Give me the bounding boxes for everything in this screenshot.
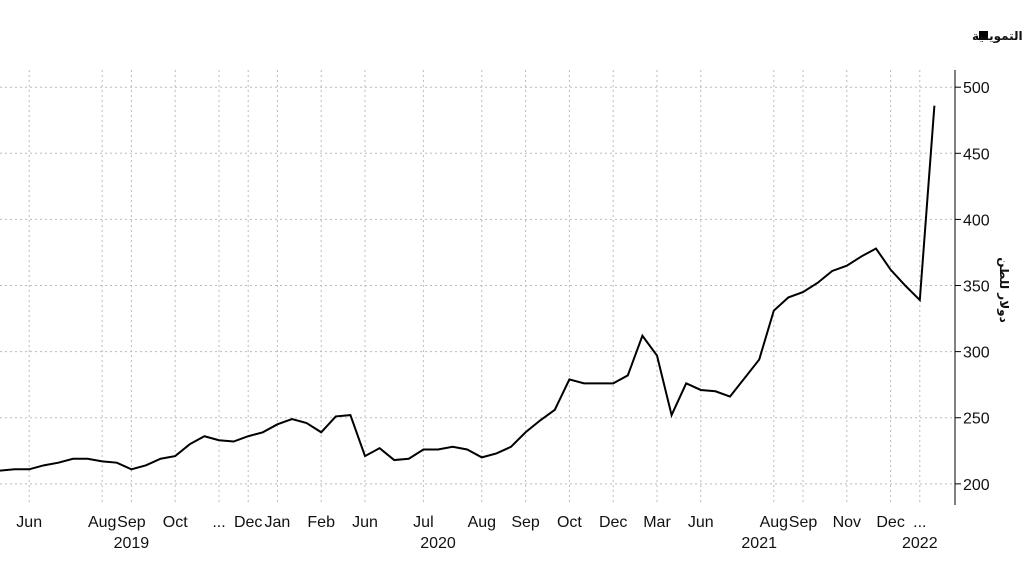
x-tick-label: Jun xyxy=(688,514,714,531)
x-tick-label: Oct xyxy=(557,514,582,531)
x-tick-label: Jun xyxy=(352,514,378,531)
x-tick-label: ... xyxy=(913,514,926,531)
x-tick-label: Nov xyxy=(833,514,861,531)
x-tick-label: Mar xyxy=(643,514,671,531)
x-year-label: 2021 xyxy=(741,535,777,552)
y-tick-label: 300 xyxy=(963,345,990,362)
x-tick-label: Feb xyxy=(307,514,335,531)
x-tick-label: Jan xyxy=(265,514,291,531)
x-tick-label: Aug xyxy=(468,514,496,531)
x-tick-label: Sep xyxy=(789,514,818,531)
x-tick-label: ... xyxy=(212,514,225,531)
x-tick-label: Jul xyxy=(413,514,433,531)
x-tick-label: Sep xyxy=(511,514,540,531)
y-tick-label: 200 xyxy=(963,477,990,494)
y-tick-label: 250 xyxy=(963,411,990,428)
y-tick-label: 450 xyxy=(963,146,990,163)
legend-swatch xyxy=(979,31,988,40)
x-year-label: 2019 xyxy=(114,535,150,552)
x-tick-label: Dec xyxy=(234,514,262,531)
x-year-label: 2022 xyxy=(902,535,938,552)
y-tick-label: 400 xyxy=(963,212,990,229)
x-tick-label: Oct xyxy=(163,514,188,531)
y-tick-label: 500 xyxy=(963,80,990,97)
x-tick-label: Dec xyxy=(599,514,627,531)
y-axis-label: دولار للطن xyxy=(996,257,1011,323)
x-tick-label: Aug xyxy=(88,514,116,531)
x-tick-label: Aug xyxy=(760,514,788,531)
line xyxy=(0,105,936,472)
x-tick-label: Jun xyxy=(16,514,42,531)
x-year-label: 2020 xyxy=(420,535,456,552)
x-tick-label: Sep xyxy=(117,514,146,531)
y-tick-label: 350 xyxy=(963,279,990,296)
x-tick-label: Dec xyxy=(876,514,904,531)
legend-label: متوسط سعر شراء القمح من قبل الهيئة العام… xyxy=(972,29,1024,44)
